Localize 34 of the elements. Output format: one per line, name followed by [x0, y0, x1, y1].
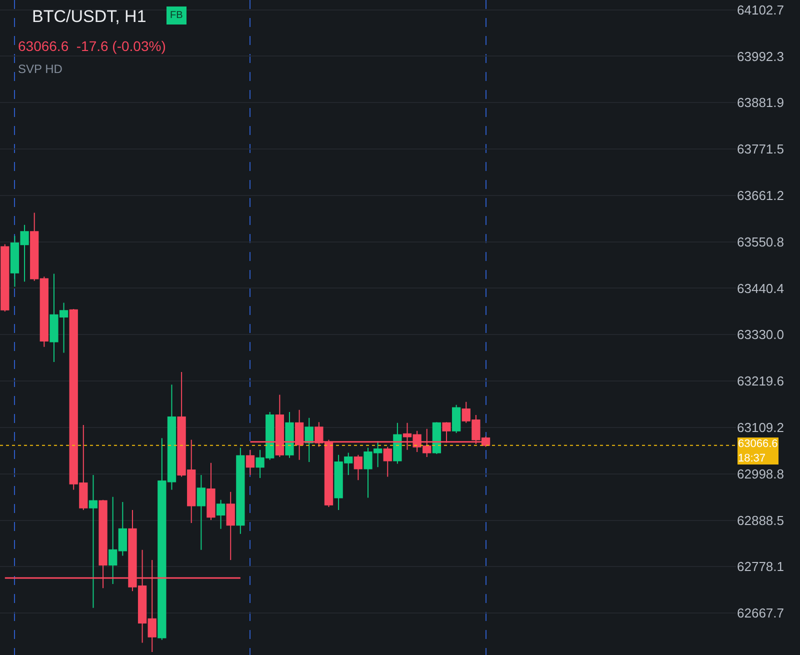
y-tick-label: 63771.5 — [737, 142, 784, 157]
y-tick-label: 64102.7 — [737, 2, 784, 18]
candlestick — [226, 491, 235, 560]
candlestick — [452, 404, 461, 434]
candlestick — [285, 412, 294, 458]
candlestick — [393, 422, 402, 464]
y-tick-label: 63881.9 — [737, 95, 784, 110]
annotation: SVP HD — [18, 62, 63, 76]
candlestick — [432, 422, 442, 455]
candlestick — [354, 454, 363, 481]
chart-title: BTC/USDT, H1 — [32, 6, 146, 26]
candlestick — [236, 447, 245, 534]
text: 63066.6 -17.6 (-0.03%) — [18, 38, 166, 54]
y-tick-label: 63219.6 — [737, 374, 784, 389]
candlestick — [206, 462, 216, 521]
y-tick-label: 63109.2 — [737, 420, 784, 436]
candlestick — [246, 449, 255, 476]
y-tick-label: 63330.0 — [737, 327, 784, 342]
y-tick-label: 62888.5 — [737, 512, 784, 528]
candlestick — [216, 499, 226, 530]
candlestick — [196, 474, 206, 550]
y-tick-label: 63992.3 — [737, 48, 784, 64]
y-tick-label: 62778.1 — [737, 559, 784, 574]
y-tick-label: 63440.4 — [737, 280, 784, 296]
y-tick-label: 62998.8 — [737, 466, 784, 482]
y-tick-label: 63550.8 — [737, 234, 784, 250]
candlestick — [0, 244, 10, 312]
candlestick — [304, 417, 314, 463]
candlestick — [88, 474, 98, 608]
y-tick-label: 63661.2 — [737, 188, 784, 203]
candlestick — [383, 446, 392, 478]
y-tick-label: 62667.7 — [737, 606, 784, 621]
annotation: FB — [170, 10, 184, 21]
ref-line-label: 63066.6 18:37 — [738, 438, 778, 464]
